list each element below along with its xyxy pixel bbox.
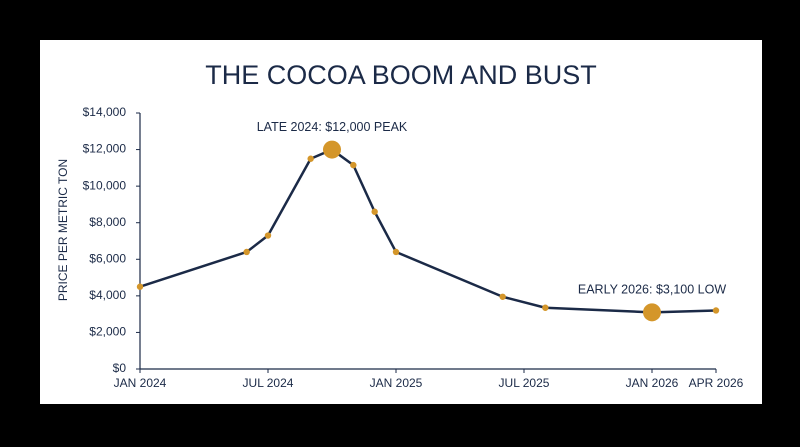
y-tick-label: $10,000: [83, 178, 127, 192]
x-tick-label: JAN 2025: [370, 376, 423, 390]
highlight-marker: [323, 140, 341, 159]
data-point: [350, 161, 357, 169]
data-point: [136, 283, 144, 290]
data-point: [243, 248, 250, 256]
y-tick-label: $4,000: [89, 288, 126, 302]
x-tick-label: JAN 2026: [626, 376, 679, 390]
x-tick-label: JUL 2024: [243, 376, 294, 390]
y-tick-label: $12,000: [83, 142, 127, 156]
x-tick-label: APR 2026: [689, 376, 744, 390]
data-point: [712, 307, 720, 314]
y-tick-label: $2,000: [89, 325, 126, 339]
panel: [40, 40, 762, 404]
data-point: [371, 208, 378, 215]
data-point: [307, 155, 314, 162]
y-axis-title: PRICE PER METRIC TON: [56, 159, 70, 301]
data-point: [392, 248, 400, 256]
y-tick-label: $6,000: [89, 251, 126, 265]
x-tick-label: JUL 2025: [499, 376, 550, 390]
data-point: [542, 304, 549, 311]
y-tick-label: $14,000: [83, 105, 127, 119]
annotation: LATE 2024: $12,000 PEAK: [257, 120, 408, 134]
x-tick-label: JAN 2024: [114, 376, 167, 390]
y-tick-label: $8,000: [89, 215, 126, 229]
highlight-marker: [643, 303, 661, 322]
series-line: [139, 148, 717, 314]
chart-title: THE COCOA BOOM AND BUST: [205, 60, 597, 90]
data-point: [264, 232, 272, 239]
annotation: EARLY 2026: $3,100 LOW: [578, 283, 726, 297]
data-point: [499, 293, 506, 300]
y-tick-label: $0: [113, 361, 127, 375]
